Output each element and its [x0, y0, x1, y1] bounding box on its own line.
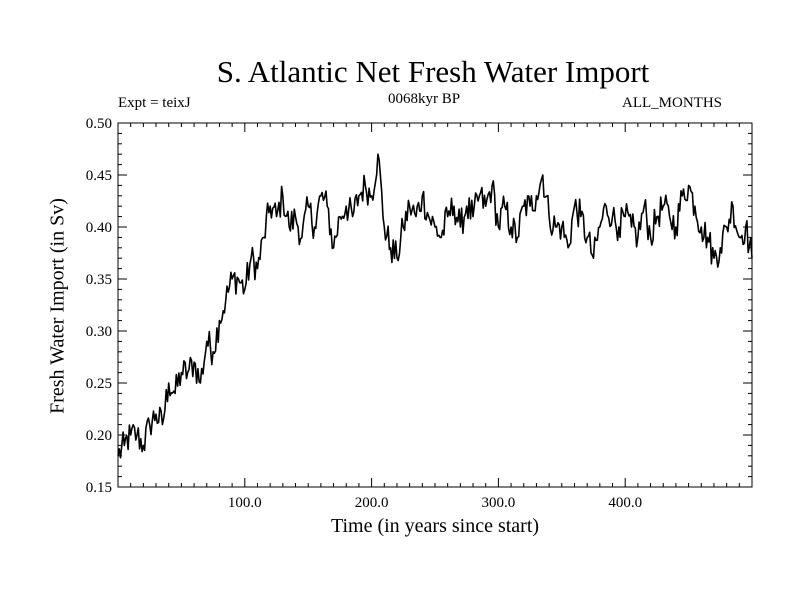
y-tick-label: 0.30	[86, 324, 112, 340]
y-tick-label: 0.40	[86, 220, 112, 236]
experiment-label: Expt = teixJ	[118, 95, 191, 111]
x-tick-label: 400.0	[608, 495, 642, 511]
y-tick-label: 0.50	[86, 116, 112, 132]
x-tick-label: 300.0	[482, 495, 516, 511]
months-label: ALL_MONTHS	[622, 95, 722, 111]
period-label: 0068kyr BP	[388, 91, 461, 107]
chart-title: S. Atlantic Net Fresh Water Import	[216, 54, 650, 89]
plot-frame	[117, 122, 753, 488]
x-tick-label: 100.0	[228, 495, 262, 511]
y-tick-label: 0.20	[86, 428, 112, 444]
x-tick-label: 200.0	[355, 495, 389, 511]
y-tick-label: 0.35	[86, 272, 112, 288]
fresh-water-import-line	[117, 153, 753, 459]
axis-ticks	[118, 123, 752, 487]
tick-labels: 100.0 200.0 300.0 400.0 0.15 0.20 0.25 0.30 0.35…	[86, 116, 642, 511]
x-axis-label: Time (in years since start)	[330, 515, 540, 537]
y-tick-label: 0.45	[86, 168, 112, 184]
y-tick-label: 0.25	[86, 376, 112, 392]
y-tick-label: 0.15	[86, 480, 112, 496]
